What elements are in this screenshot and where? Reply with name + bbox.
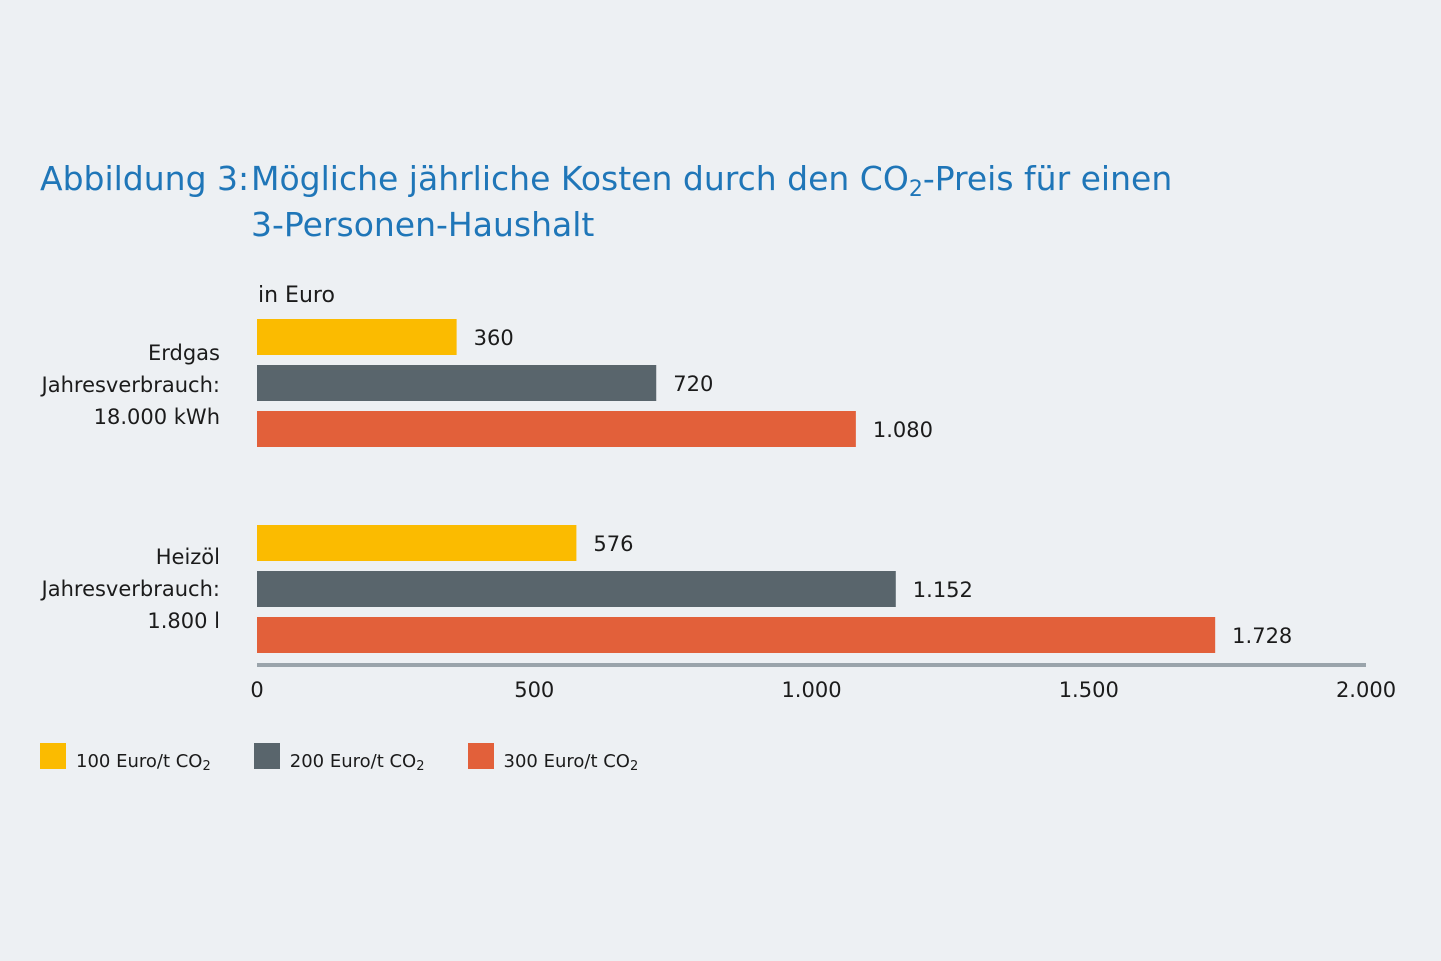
legend-item-300: 300 Euro/t CO2: [467, 743, 639, 774]
category-line: 1.800 l: [147, 609, 220, 633]
category-label-erdgas: Erdgas Jahresverbrauch: 18.000 kWh: [0, 337, 220, 433]
legend-label: 300 Euro/t CO2: [503, 751, 639, 774]
data-label: 360: [474, 326, 514, 350]
bar-3-1: [257, 411, 856, 447]
legend-swatch: [467, 743, 494, 769]
data-label: 1.728: [1232, 624, 1292, 648]
legend-label: 100 Euro/t CO2: [76, 751, 211, 774]
category-line: Jahresverbrauch:: [41, 577, 220, 601]
bar-3-2: [257, 617, 1216, 653]
category-line: 18.000 kWh: [93, 405, 220, 429]
category-line: Erdgas: [147, 341, 220, 365]
legend: 100 Euro/t CO2 200 Euro/t CO2 300 Euro/t…: [40, 743, 681, 774]
bar-1-1: [257, 319, 457, 355]
x-tick-label: 0: [250, 678, 263, 702]
category-line: Jahresverbrauch:: [41, 373, 220, 397]
data-label: 1.152: [913, 578, 973, 602]
bar-1-2: [257, 525, 577, 561]
legend-item-200: 200 Euro/t CO2: [253, 743, 425, 774]
chart-title: Abbildung 3:Mögliche jährliche Kosten du…: [40, 156, 1172, 248]
x-tick-label: 1.000: [781, 678, 841, 702]
bar-2-1: [257, 365, 657, 401]
legend-item-100: 100 Euro/t CO2: [40, 743, 211, 774]
legend-swatch: [253, 743, 280, 769]
data-label: 576: [593, 532, 633, 556]
bar-2-2: [257, 571, 896, 607]
title-line2: 3-Personen-Haushalt: [251, 205, 595, 244]
title-line1-b: -Preis für einen: [922, 159, 1173, 198]
data-label: 720: [673, 372, 713, 396]
x-tick-label: 1.500: [1059, 678, 1119, 702]
legend-swatch: [40, 743, 66, 769]
category-label-heizoel: Heizöl Jahresverbrauch: 1.800 l: [0, 541, 220, 637]
figure-number: Abbildung 3:: [40, 159, 250, 198]
unit-label: in Euro: [258, 283, 335, 308]
x-tick-label: 2.000: [1336, 678, 1396, 702]
title-line1-a: Mögliche jährliche Kosten durch den CO: [251, 159, 909, 198]
legend-label: 200 Euro/t CO2: [289, 751, 425, 774]
x-tick-label: 500: [514, 678, 554, 702]
title-subscript: 2: [908, 177, 923, 202]
category-line: Heizöl: [155, 545, 220, 569]
data-label: 1.080: [873, 418, 933, 442]
